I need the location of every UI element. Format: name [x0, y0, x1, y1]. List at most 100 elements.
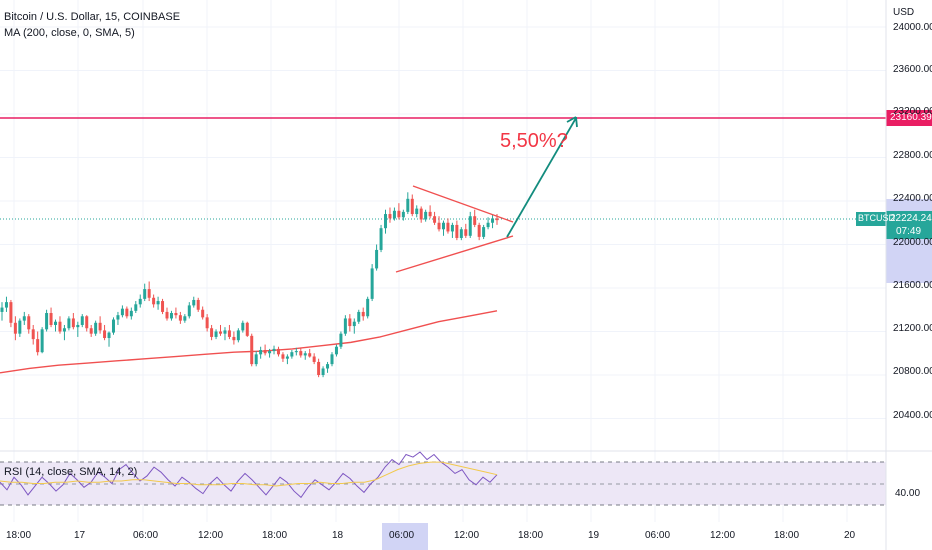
- candle-body: [183, 316, 187, 321]
- projection-arrow[interactable]: [506, 117, 577, 238]
- current-price-badge-text: 22224.24: [890, 213, 932, 224]
- rsi-pane: [0, 451, 498, 499]
- candle-body: [428, 211, 432, 217]
- candle-body: [223, 330, 227, 334]
- candle-body: [40, 329, 44, 353]
- candle-body: [491, 218, 495, 223]
- candle-body: [236, 330, 240, 341]
- candle-body: [450, 224, 454, 232]
- candle-body: [401, 211, 405, 218]
- candle-body: [281, 354, 285, 359]
- candle-body: [446, 222, 450, 232]
- rsi-tick: 40.00: [895, 488, 921, 499]
- price-tick: 23200.00: [893, 106, 932, 117]
- candle-body: [54, 321, 58, 325]
- time-tick: 12:00: [198, 530, 224, 541]
- candle-body: [156, 301, 160, 305]
- candle-body: [165, 311, 169, 319]
- candle-body: [263, 349, 267, 354]
- candle-body: [107, 332, 111, 339]
- time-tick: 18:00: [774, 530, 800, 541]
- candle-body: [219, 331, 223, 334]
- time-tick: 19: [588, 530, 600, 541]
- candle-body: [477, 224, 481, 237]
- time-tick: 18:00: [518, 530, 544, 541]
- candle-body: [205, 317, 209, 329]
- ma-path: [0, 310, 498, 374]
- candle-body: [268, 351, 272, 354]
- ma-line: [0, 310, 498, 374]
- candle-body: [468, 216, 472, 236]
- candle-body: [31, 329, 35, 340]
- candle-body: [321, 368, 325, 375]
- candle-body: [424, 211, 428, 220]
- candle-body: [143, 289, 147, 299]
- grid: [0, 0, 886, 522]
- candle-body: [76, 324, 80, 328]
- candle-body: [89, 328, 93, 334]
- candle-body: [361, 311, 365, 317]
- current-price-badge[interactable]: [886, 211, 932, 239]
- candle-body: [232, 336, 236, 341]
- candle-body: [80, 316, 84, 325]
- candle-body: [94, 322, 98, 334]
- candle-body: [13, 322, 17, 334]
- candle-body: [299, 351, 303, 356]
- candle-body: [486, 222, 490, 228]
- candle-body: [250, 335, 254, 365]
- candle-body: [334, 346, 338, 355]
- candle-body: [45, 313, 49, 330]
- candle-body: [98, 322, 102, 331]
- target-price-badge-text: 23160.39: [890, 112, 932, 123]
- candle-body: [437, 222, 441, 230]
- candle-body: [343, 318, 347, 334]
- candle-body: [419, 208, 423, 220]
- candle-body: [317, 361, 321, 375]
- candle-body: [388, 214, 392, 219]
- candle-body: [482, 227, 486, 237]
- target-annotation[interactable]: 5,50%?: [500, 130, 568, 152]
- time-tick: 18:00: [262, 530, 288, 541]
- symbol-badge-text: BTCUSD: [858, 213, 896, 223]
- candle-body: [406, 198, 410, 212]
- candle-body: [397, 210, 401, 218]
- time-tick: 17: [74, 530, 86, 541]
- candle-body: [27, 316, 31, 330]
- candle-body: [125, 308, 129, 317]
- candle-body: [290, 352, 294, 357]
- price-tick: 20800.00: [893, 366, 932, 377]
- triangle-upper-line[interactable]: [412, 185, 514, 223]
- arrowhead-icon: [566, 116, 578, 128]
- triangle-pattern[interactable]: [395, 116, 578, 273]
- candle-body: [294, 351, 298, 353]
- candle-body: [0, 307, 4, 312]
- candle-body: [464, 229, 468, 236]
- symbol-title: Bitcoin / U.S. Dollar, 15, COINBASE: [4, 11, 181, 23]
- currency-label: USD: [893, 7, 915, 18]
- candle-body: [210, 328, 214, 337]
- candle-body: [308, 353, 312, 357]
- target-price-badge[interactable]: [886, 110, 932, 126]
- rsi-indicator-label[interactable]: RSI (14, close, SMA, 14, 2): [4, 466, 138, 478]
- candle-body: [459, 229, 463, 238]
- price-tick: 22400.00: [893, 193, 932, 204]
- time-tick-highlighted: 06:00: [389, 530, 415, 541]
- candle-body: [169, 313, 173, 319]
- symbol-badge[interactable]: [856, 212, 886, 226]
- candle-body: [433, 216, 437, 223]
- candle-body: [303, 353, 307, 356]
- candle-body: [392, 210, 396, 219]
- candle-body: [161, 301, 165, 312]
- time-tick: 18: [332, 530, 344, 541]
- candle-body: [441, 222, 445, 230]
- candle-body: [370, 268, 374, 299]
- candle-body: [415, 208, 419, 215]
- price-tick: 21600.00: [893, 280, 932, 291]
- candle-body: [384, 214, 388, 229]
- rsi-line: [0, 451, 498, 499]
- triangle-lower-line[interactable]: [395, 235, 514, 273]
- ma-indicator-label[interactable]: MA (200, close, 0, SMA, 5): [4, 27, 135, 39]
- candle-body: [312, 356, 316, 362]
- candle-body: [214, 331, 218, 337]
